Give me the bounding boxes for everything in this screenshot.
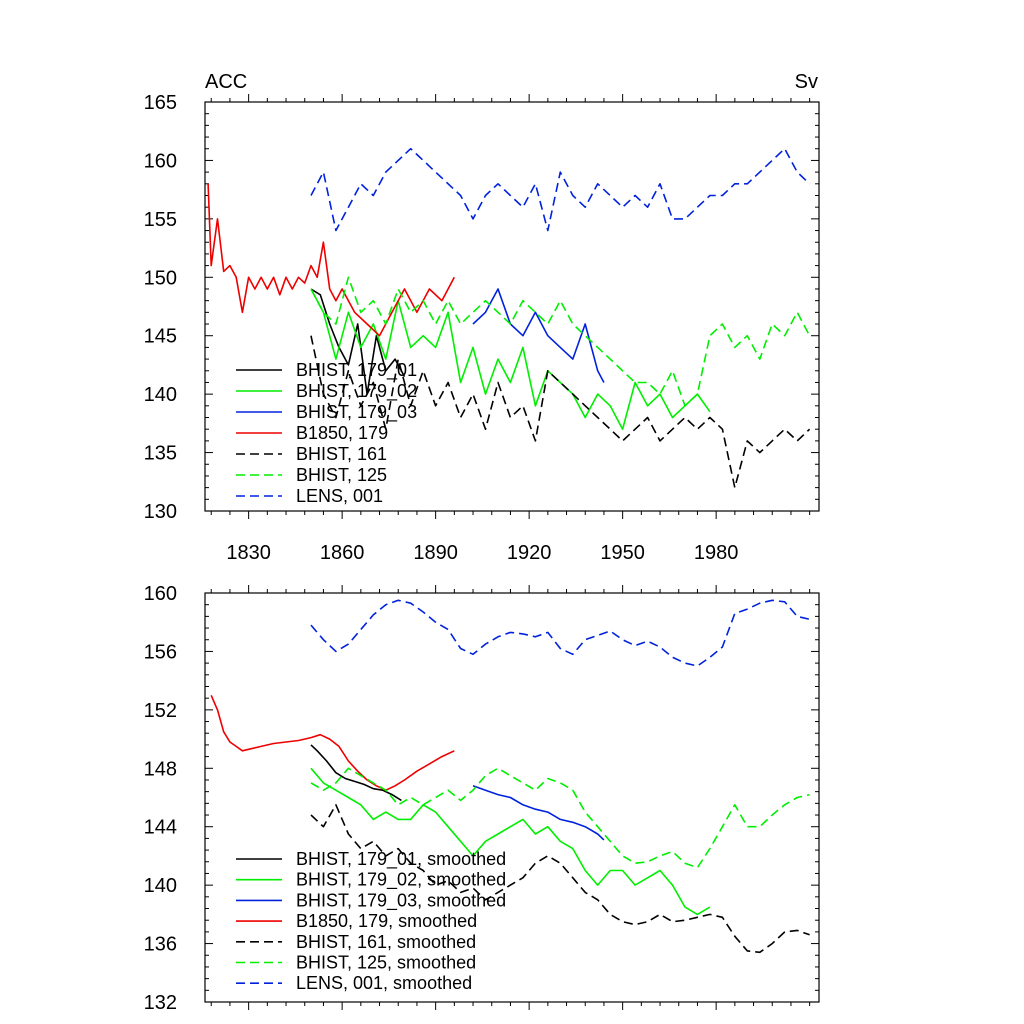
y-tick-label: 140 xyxy=(144,875,177,897)
series-line xyxy=(310,147,811,232)
legend-label: BHIST, 179_01 xyxy=(296,360,417,381)
series-line xyxy=(310,276,811,407)
legend-label: BHIST, 125, smoothed xyxy=(296,953,476,973)
legend-label: BHIST, 179_03 xyxy=(296,402,417,423)
y-tick-label: 132 xyxy=(144,992,177,1014)
legend-label: BHIST, 179_01, smoothed xyxy=(296,849,506,870)
x-tick-label: 1890 xyxy=(413,542,458,564)
legend-label: BHIST, 179_02 xyxy=(296,381,417,402)
x-tick-label: 1860 xyxy=(320,542,365,564)
series-line xyxy=(310,744,402,802)
top-left-label: ACC xyxy=(205,71,247,93)
x-tick-label: 1980 xyxy=(694,542,739,564)
legend-label: BHIST, 179_02, smoothed xyxy=(296,870,506,891)
y-tick-label: 130 xyxy=(144,501,177,523)
y-tick-label: 152 xyxy=(144,700,177,722)
y-tick-label: 156 xyxy=(144,641,177,663)
y-tick-label: 135 xyxy=(144,443,177,465)
top-right-label: Sv xyxy=(795,71,818,93)
legend-label: B1850, 179 xyxy=(296,423,388,443)
series-line xyxy=(310,599,810,667)
y-tick-label: 148 xyxy=(144,758,177,780)
legend-label: BHIST, 161, smoothed xyxy=(296,932,476,952)
series-line xyxy=(207,183,456,337)
top-panel: ACC Sv 130 135 140 145 150 155 160 165 1830 1860 1… xyxy=(144,71,820,564)
legend-label: BHIST, 125 xyxy=(296,465,387,485)
y-tick-label: 145 xyxy=(144,326,177,348)
y-tick-label: 150 xyxy=(144,267,177,289)
y-tick-label: 165 xyxy=(144,92,177,114)
legend-label: LENS, 001 xyxy=(296,486,383,506)
legend-label: BHIST, 179_03, smoothed xyxy=(296,890,506,911)
series-line xyxy=(310,288,711,431)
y-tick-label: 160 xyxy=(144,583,177,605)
y-tick-label: 136 xyxy=(144,934,177,956)
series-line xyxy=(310,767,810,869)
x-tick-label: 1920 xyxy=(507,542,552,564)
y-tick-label: 155 xyxy=(144,209,177,231)
legend-label: BHIST, 161 xyxy=(296,444,387,464)
series-line xyxy=(310,767,711,916)
legend-label: LENS, 001, smoothed xyxy=(296,973,472,993)
top-plot-frame xyxy=(204,101,820,512)
y-tick-label: 160 xyxy=(144,150,177,172)
legend-label: B1850, 179, smoothed xyxy=(296,911,477,931)
series-line xyxy=(472,785,605,841)
series-line xyxy=(472,288,605,383)
x-tick-label: 1830 xyxy=(226,542,271,564)
y-tick-label: 140 xyxy=(144,384,177,406)
bottom-plot-frame xyxy=(204,592,820,1003)
series-line xyxy=(210,694,455,792)
x-tick-label: 1950 xyxy=(600,542,645,564)
bottom-panel: 132 136 140 144 148 152 156 160 BHIST, 179_01, … xyxy=(144,583,820,1014)
y-tick-label: 144 xyxy=(144,817,177,839)
